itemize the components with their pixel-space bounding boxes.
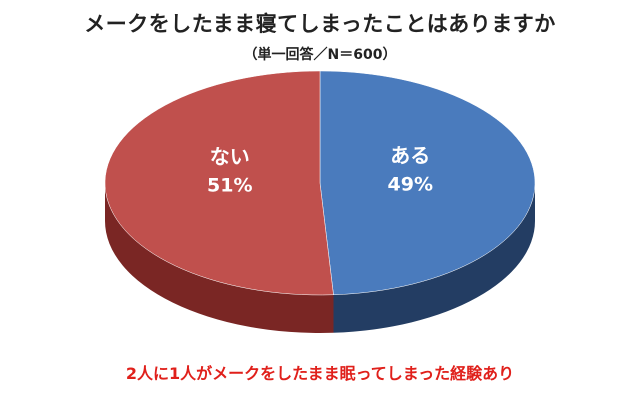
slice-label-1: ある xyxy=(390,144,430,168)
slice-value-1: 49% xyxy=(388,174,433,196)
slice-value-2: 51% xyxy=(207,174,252,196)
pie-side-1 xyxy=(333,183,535,333)
chart-subtitle: （単一回答／N＝600） xyxy=(243,47,397,63)
slice-label-2: ない xyxy=(210,144,250,168)
pie-slice-2 xyxy=(104,70,334,296)
chart-annotation: 2人に1人がメークをしたまま眠ってしまった経験あり xyxy=(125,364,515,383)
pie-slice-1 xyxy=(319,70,536,296)
chart-title: メークをしたまま寝てしまったことはありますか xyxy=(84,12,556,36)
pie-side-2 xyxy=(105,183,334,333)
